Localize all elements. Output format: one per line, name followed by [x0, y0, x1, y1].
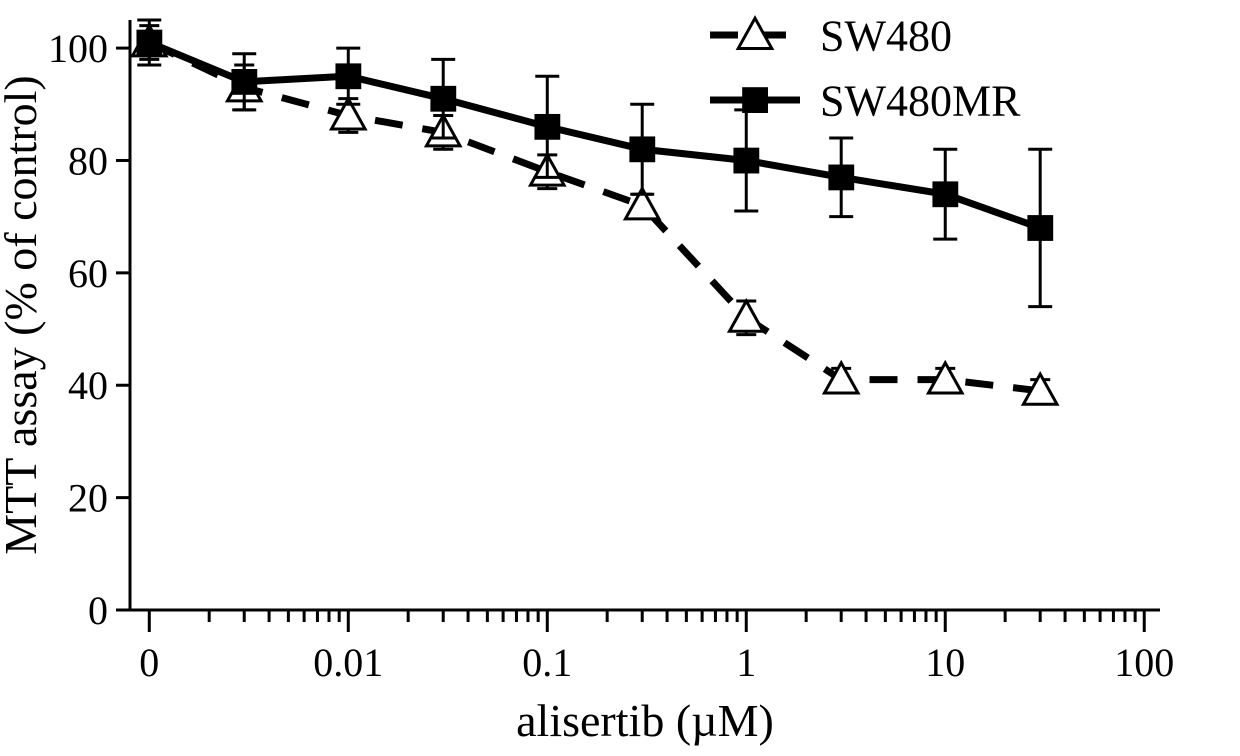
mtt-assay-chart: 0 20 40 60 80 100 0 0.01 0.1 1 10 100 alisertib (µM)…	[0, 0, 1240, 756]
legend-label: SW480MR	[820, 76, 1021, 125]
svg-text:0: 0	[88, 588, 108, 633]
svg-text:80: 80	[68, 138, 108, 183]
y-axis-label: MTT assay (% of control)	[0, 75, 46, 554]
x-axis-label: alisertib (µM)	[516, 695, 774, 746]
svg-text:1: 1	[736, 640, 756, 685]
svg-text:40: 40	[68, 363, 108, 408]
svg-text:0.1: 0.1	[522, 640, 572, 685]
svg-text:0: 0	[139, 640, 159, 685]
svg-text:60: 60	[68, 251, 108, 296]
svg-text:100: 100	[1114, 640, 1174, 685]
svg-text:100: 100	[48, 26, 108, 71]
svg-text:20: 20	[68, 476, 108, 521]
svg-text:10: 10	[925, 640, 965, 685]
legend-label: SW480	[820, 11, 952, 60]
svg-text:0.01: 0.01	[313, 640, 383, 685]
